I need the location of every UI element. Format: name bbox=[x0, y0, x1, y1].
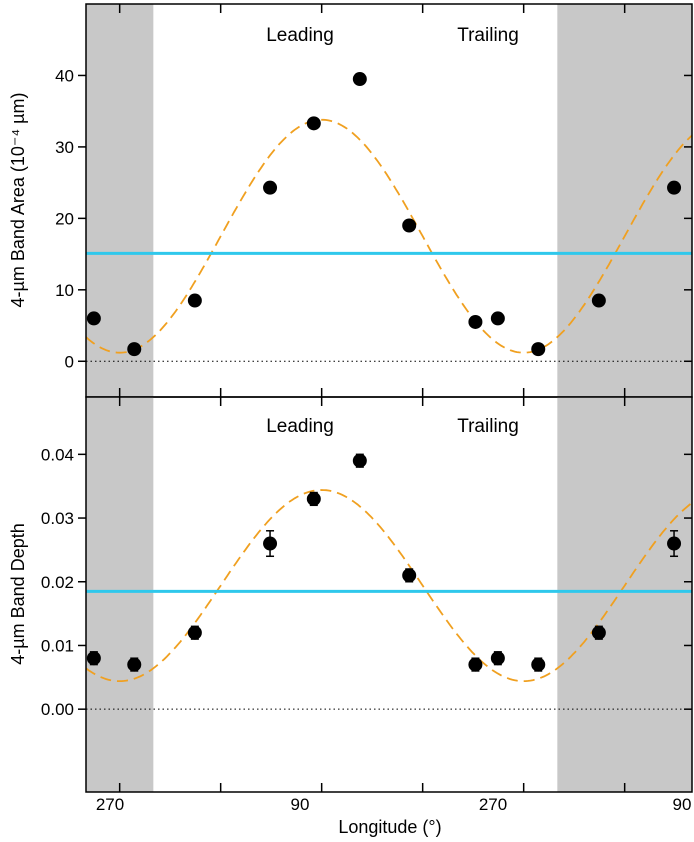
annotation-trailing-top: Trailing bbox=[457, 25, 519, 46]
band-depth-fit-curve bbox=[85, 489, 693, 682]
x-tick-label-1: 90 bbox=[291, 795, 310, 814]
band-area-data-point-3 bbox=[263, 180, 278, 195]
band-area-y-tick-label-1: 10 bbox=[55, 281, 74, 300]
band-depth-y-tick-label-0: 0.00 bbox=[41, 700, 74, 719]
band-area-shade-left bbox=[86, 4, 154, 397]
band-area-y-tick-label-2: 20 bbox=[55, 209, 74, 228]
band-depth-y-tick-label-1: 0.01 bbox=[41, 636, 74, 655]
band-area-data-point-5 bbox=[352, 72, 367, 87]
annotation-trailing-bottom: Trailing bbox=[457, 416, 519, 437]
band-depth-data-point-3 bbox=[263, 536, 278, 551]
annotation-leading-bottom: Leading bbox=[266, 416, 334, 437]
band-depth-shade-right bbox=[557, 397, 692, 792]
band-depth-shade-left bbox=[86, 397, 154, 792]
band-area-y-tick-label-4: 40 bbox=[55, 66, 74, 85]
x-tick-label-3: 90 bbox=[673, 795, 692, 814]
band-area-data-point-6 bbox=[402, 218, 417, 233]
band-area-fit-curve bbox=[85, 118, 693, 354]
x-tick-label-0: 270 bbox=[96, 795, 124, 814]
y-axis-title-band-depth: 4-µm Band Depth bbox=[8, 523, 28, 664]
band-depth-data-point-9 bbox=[531, 657, 546, 672]
y-axis-title-band-area: 4-µm Band Area (10⁻⁴ µm) bbox=[8, 92, 28, 307]
band-area-data-point-0 bbox=[86, 311, 101, 326]
band-depth-data-point-10 bbox=[591, 625, 606, 640]
band-area-data-point-4 bbox=[306, 116, 321, 131]
band-area-data-point-1 bbox=[127, 342, 142, 357]
bottom-panel-band-depth: 0.00 0.01 0.02 0.03 0.04 bbox=[41, 396, 693, 793]
band-depth-data-point-2 bbox=[187, 625, 202, 640]
band-depth-data-point-5 bbox=[352, 453, 367, 468]
band-depth-y-tick-label-3: 0.03 bbox=[41, 509, 74, 528]
band-depth-y-tick-label-2: 0.02 bbox=[41, 573, 74, 592]
band-area-data-point-7 bbox=[468, 314, 483, 329]
band-depth-data-point-0 bbox=[86, 651, 101, 666]
band-depth-data-point-7 bbox=[468, 657, 483, 672]
annotation-leading-top: Leading bbox=[266, 25, 334, 46]
x-axis-title: Longitude (°) bbox=[338, 817, 441, 837]
band-depth-data-point-1 bbox=[127, 657, 142, 672]
band-area-data-point-8 bbox=[490, 311, 505, 326]
band-area-data-point-10 bbox=[591, 293, 606, 308]
band-depth-y-tick-label-4: 0.04 bbox=[41, 445, 74, 464]
band-depth-data-point-6 bbox=[402, 568, 417, 583]
band-depth-data-point-4 bbox=[306, 491, 321, 506]
band-area-shade-right bbox=[557, 4, 692, 397]
band-depth-frame bbox=[85, 396, 693, 793]
top-panel-band-area: 0 10 20 30 40 bbox=[55, 3, 693, 398]
band-depth-data-point-11 bbox=[667, 536, 682, 551]
band-area-data-point-2 bbox=[187, 293, 202, 308]
band-area-data-point-11 bbox=[667, 180, 682, 195]
band-area-y-tick-label-3: 30 bbox=[55, 138, 74, 157]
band-area-y-tick-label-0: 0 bbox=[65, 352, 74, 371]
band-area-data-point-9 bbox=[531, 342, 546, 357]
x-tick-label-2: 270 bbox=[479, 795, 507, 814]
band-depth-data-point-8 bbox=[490, 651, 505, 666]
